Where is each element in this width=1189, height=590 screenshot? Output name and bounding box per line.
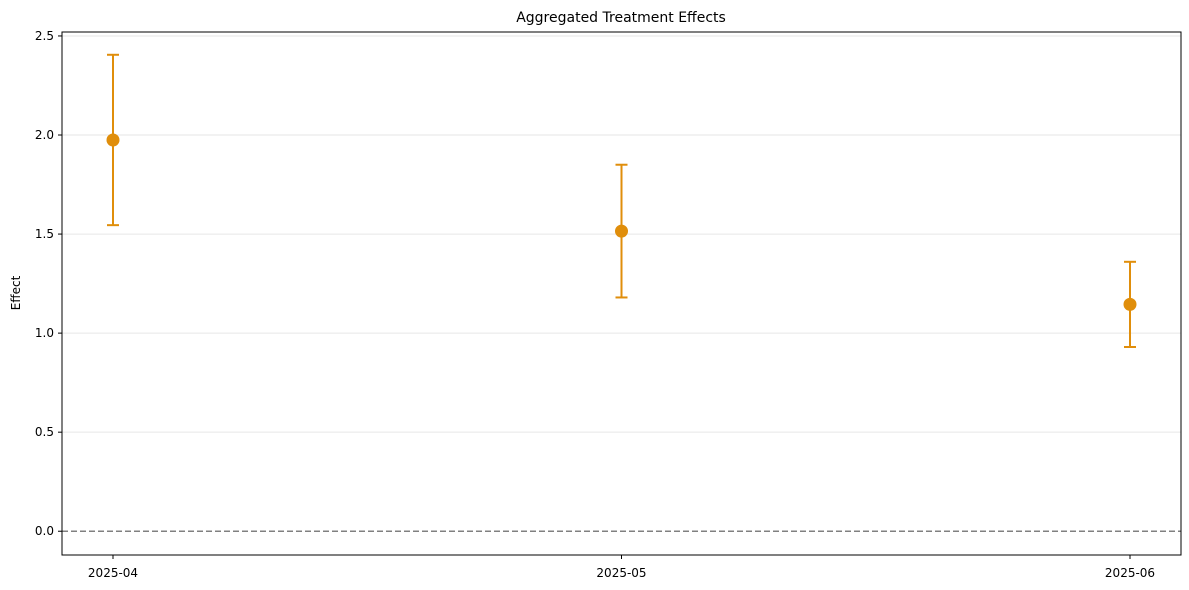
y-tick-label: 0.5 (35, 425, 54, 439)
x-tick-label: 2025-06 (1105, 566, 1155, 580)
x-tick-label: 2025-05 (596, 566, 646, 580)
effect-point (1123, 297, 1137, 311)
marks-layer (106, 53, 1137, 348)
y-ticks: 0.0 0.5 1.0 1.5 2.0 2.5 (35, 29, 62, 538)
y-tick-label: 2.0 (35, 128, 54, 142)
effect-point (615, 224, 628, 238)
effect-point (106, 133, 120, 147)
x-tick-label: 2025-04 (88, 566, 138, 580)
chart-title: Aggregated Treatment Effects (516, 10, 726, 26)
x-ticks: 2025-04 2025-05 2025-06 (88, 555, 1155, 580)
y-tick-label: 0.0 (35, 524, 54, 538)
y-tick-label: 1.5 (35, 227, 54, 241)
y-tick-label: 1.0 (35, 326, 54, 340)
y-tick-label: 2.5 (35, 29, 54, 43)
y-axis-label: Effect (9, 275, 23, 310)
